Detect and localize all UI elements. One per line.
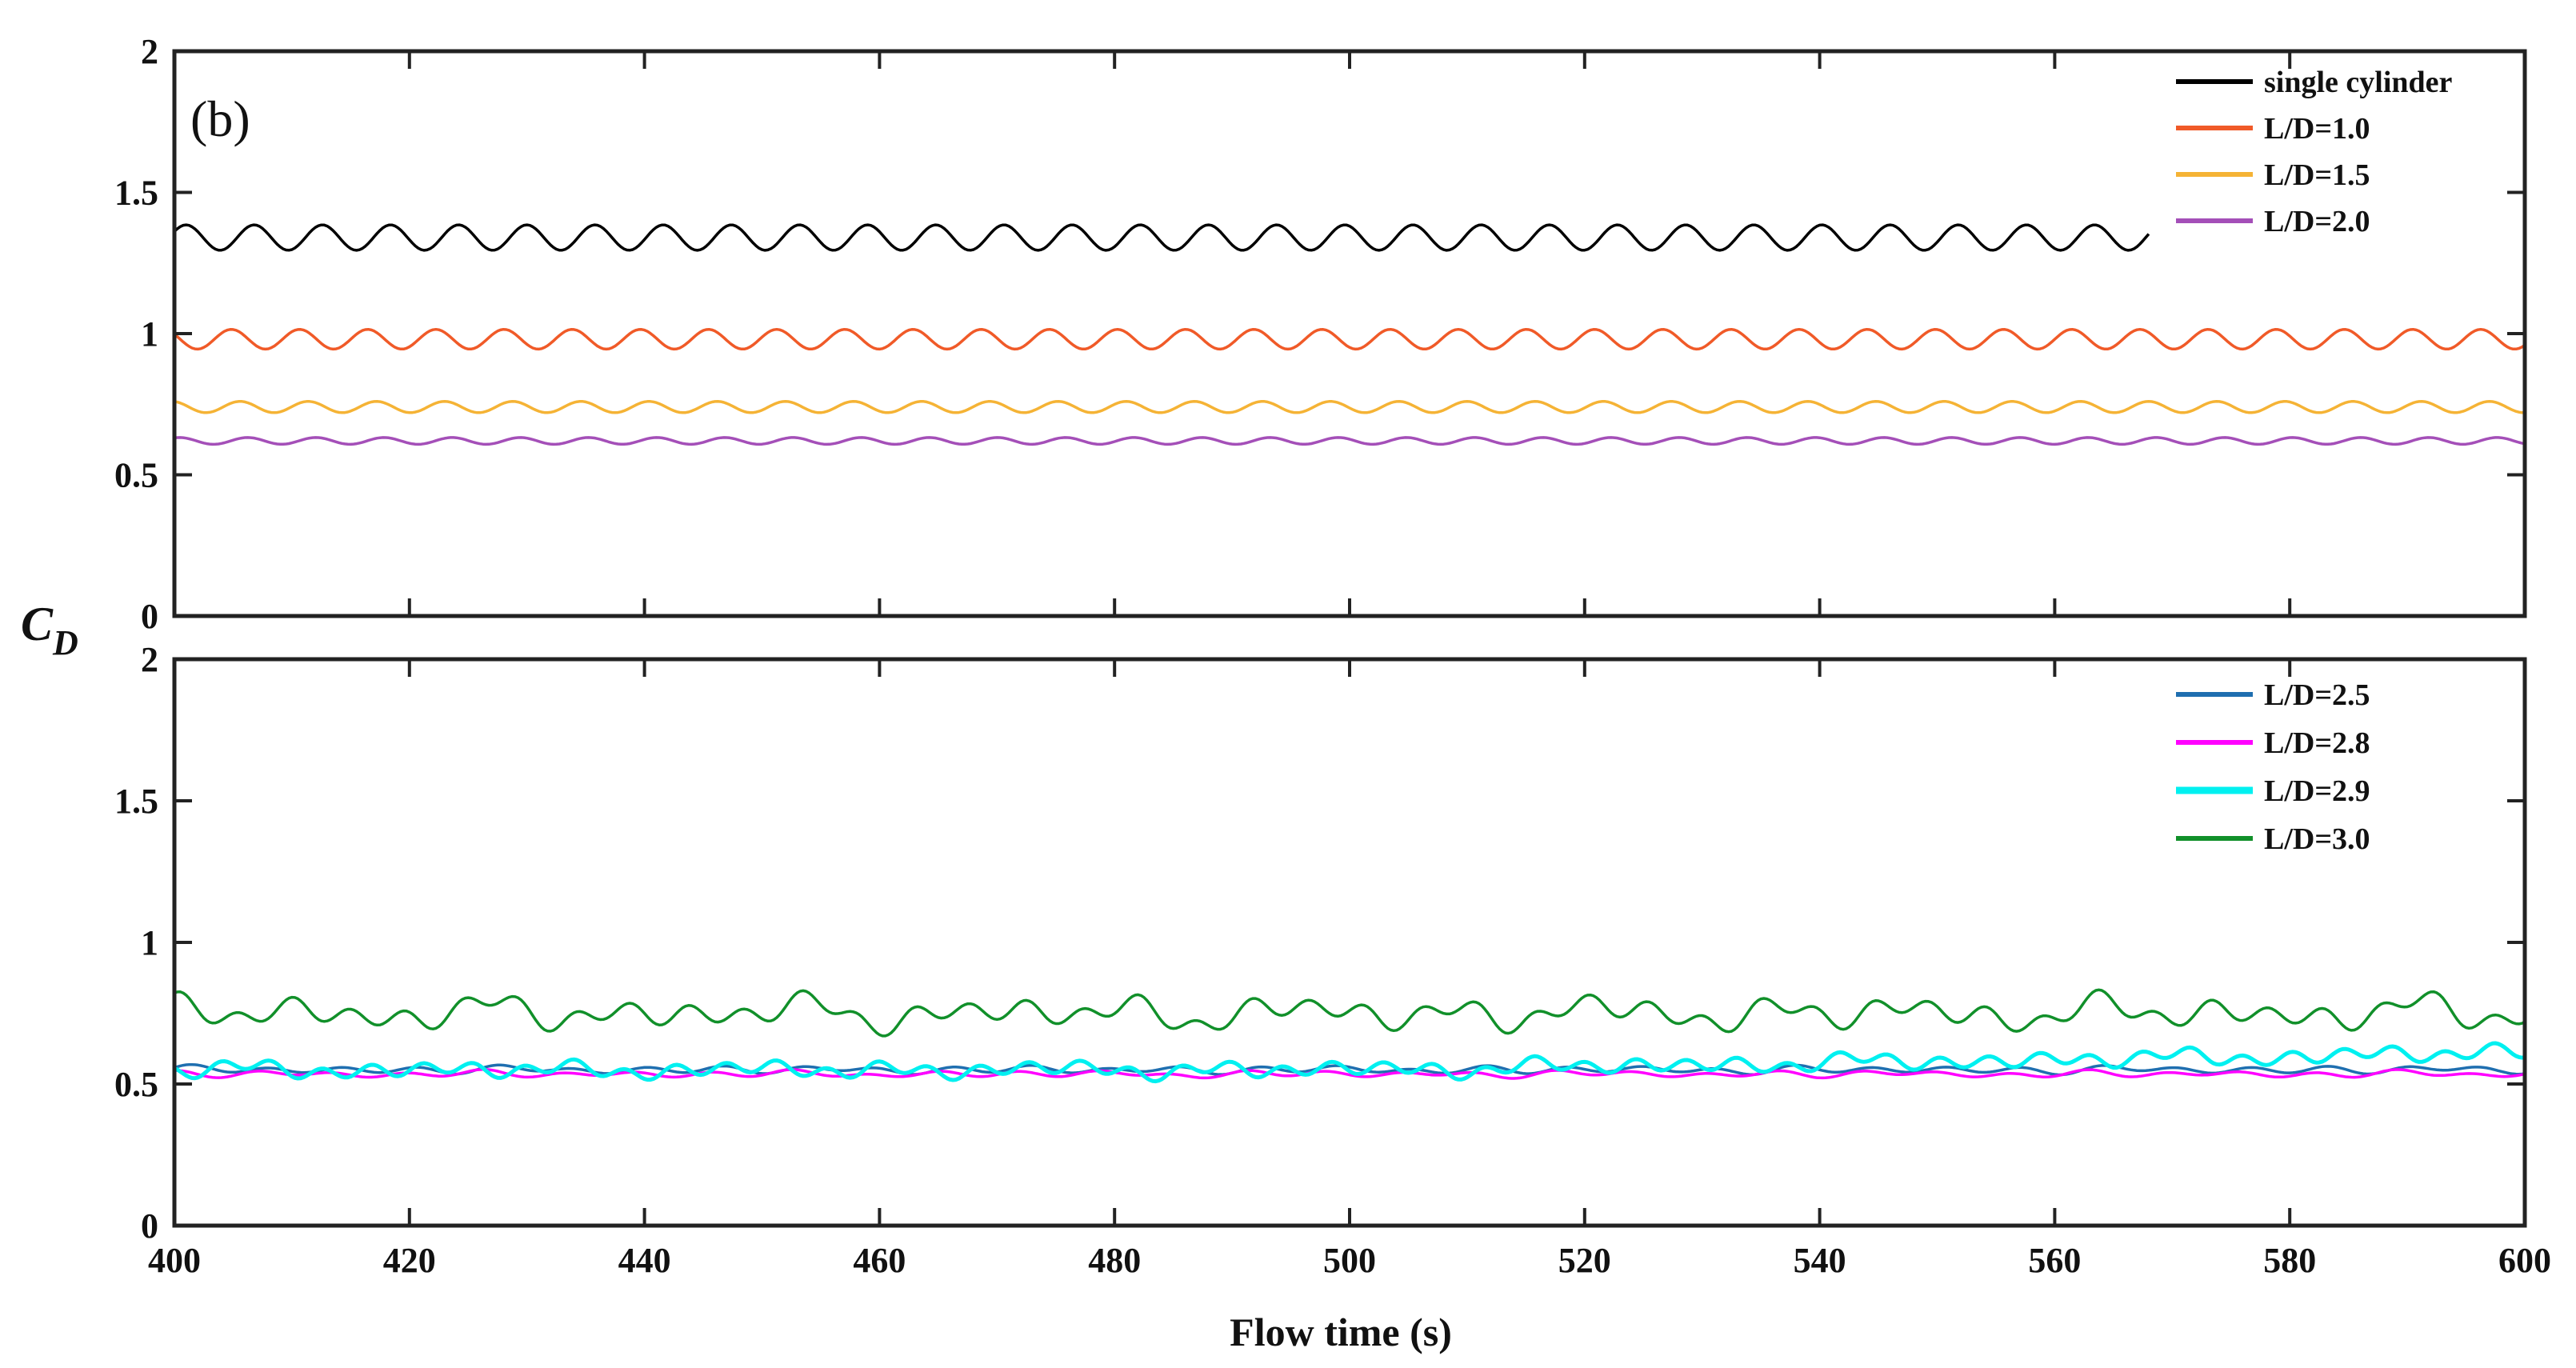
bottom-y-tick-label: 0.5 — [114, 1065, 158, 1104]
series-line-l-d-3-0 — [174, 988, 2525, 1038]
bottom-legend: L/D=2.5 L/D=2.8 L/D=2.9 L/D=3.0 — [2176, 678, 2370, 856]
bottom-x-tick-label: 420 — [383, 1241, 436, 1280]
top-y-tick-label: 0.5 — [114, 456, 158, 495]
bottom-x-tick-label: 540 — [1794, 1241, 1846, 1280]
bottom-y-tick-label: 0 — [141, 1206, 158, 1246]
bottom-x-tick-label: 440 — [618, 1241, 671, 1280]
y-axis-label-subscript: D — [52, 623, 78, 662]
legend-label: L/D=1.0 — [2264, 112, 2370, 146]
bottom-y-tick-label: 1 — [141, 923, 158, 962]
bottom-y-tick-label: 2 — [141, 640, 158, 679]
bottom-panel: 0 0.5 1 1.5 2 400 420 440 460 480 500 520 540 560 580 6… — [114, 640, 2551, 1280]
panel-label: (b) — [190, 90, 250, 147]
bottom-x-tick-label: 480 — [1088, 1241, 1141, 1280]
legend-label: L/D=2.0 — [2264, 205, 2370, 238]
bottom-x-tick-label: 400 — [148, 1241, 201, 1280]
bottom-x-tick-label: 520 — [1558, 1241, 1611, 1280]
bottom-x-tick-label: 600 — [2498, 1241, 2551, 1280]
top-y-tick-label: 2 — [141, 32, 158, 71]
legend-label: single cylinder — [2264, 66, 2453, 99]
legend-label: L/D=2.9 — [2264, 774, 2370, 808]
legend-label: L/D=2.8 — [2264, 726, 2370, 760]
y-axis-label: CD — [21, 598, 78, 662]
bottom-x-tick-label: 560 — [2028, 1241, 2081, 1280]
legend-label: L/D=2.5 — [2264, 678, 2370, 712]
bottom-x-tick-label: 500 — [1323, 1241, 1376, 1280]
bottom-y-tick-label: 1.5 — [114, 782, 158, 821]
y-axis-label-main: C — [21, 598, 54, 650]
series-line-single-cylinder — [174, 223, 2150, 252]
bottom-series-lines — [174, 988, 2525, 1084]
series-line-l-d-1-5 — [174, 399, 2525, 414]
series-line-l-d-2-9 — [174, 1041, 2525, 1084]
top-series-lines — [174, 223, 2525, 446]
series-line-l-d-2-0 — [174, 436, 2525, 446]
series-line-l-d-2-8 — [174, 1068, 2525, 1080]
bottom-x-tick-label: 460 — [853, 1241, 906, 1280]
top-y-tick-label: 1 — [141, 314, 158, 354]
legend-label: L/D=1.5 — [2264, 158, 2370, 192]
series-line-l-d-2-5 — [174, 1062, 2525, 1077]
top-plot-frame — [172, 49, 2527, 618]
x-axis-label: Flow time (s) — [1230, 1310, 1452, 1354]
top-legend: single cylinder L/D=1.0 L/D=1.5 L/D=2.0 — [2176, 66, 2453, 238]
series-line-l-d-1-0 — [174, 327, 2525, 351]
legend-label: L/D=3.0 — [2264, 822, 2370, 856]
top-y-tick-label: 0 — [141, 597, 158, 636]
bottom-x-tick-label: 580 — [2263, 1241, 2316, 1280]
top-panel: 0 0.5 1 1.5 2 single cylinder L/D=1.0 L/D=1.5 L/… — [114, 32, 2527, 636]
top-y-tick-label: 1.5 — [114, 174, 158, 213]
bottom-plot-frame — [172, 657, 2527, 1228]
